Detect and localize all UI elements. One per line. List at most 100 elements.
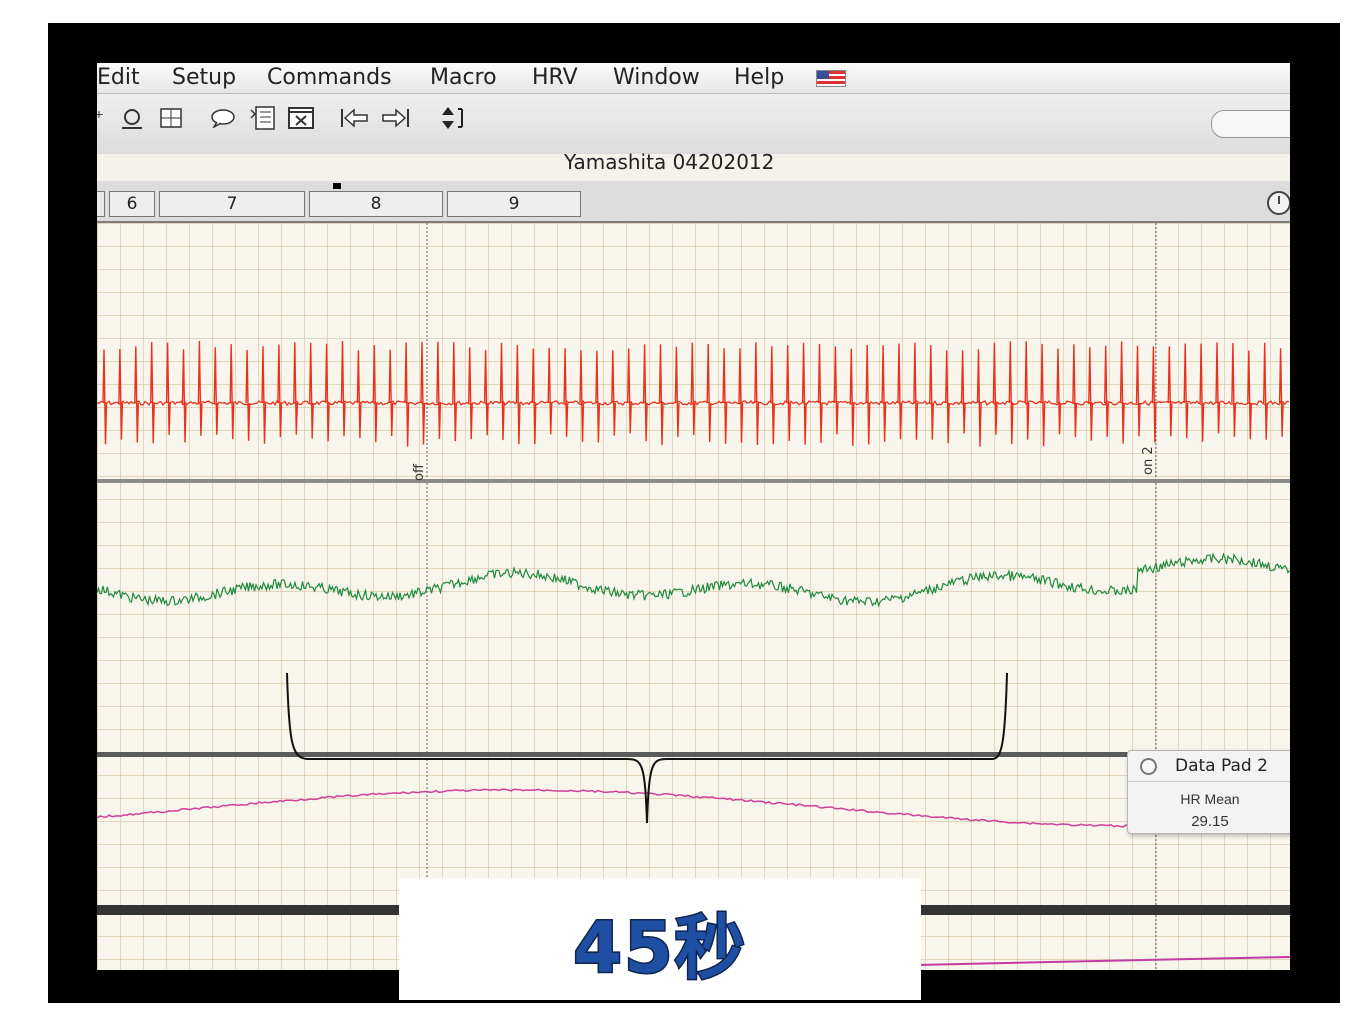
next-icon[interactable] (380, 106, 410, 130)
ecg-beat (1278, 348, 1284, 437)
ecg-beat (1263, 342, 1268, 440)
menu-hrv[interactable]: HRV (532, 65, 578, 90)
ecg-beat (436, 341, 442, 439)
ecg-beat (738, 348, 744, 443)
pad-circle-icon[interactable] (1140, 758, 1157, 775)
ecg-beat (404, 342, 410, 447)
data-table-icon[interactable] (249, 106, 277, 130)
ecg-beat (197, 340, 203, 436)
ecg-beat (229, 344, 235, 440)
menu-window[interactable]: Window (613, 65, 700, 90)
previous-icon[interactable] (340, 106, 370, 130)
comment-off: off (412, 463, 427, 481)
ecg-beat (976, 349, 982, 447)
caption-box: 45秒 (399, 878, 921, 1000)
ecg-beat (483, 350, 489, 436)
data-pad-value: 29.15 (1191, 813, 1229, 830)
ecg-beat (1056, 348, 1062, 435)
flag-icon[interactable] (816, 70, 846, 87)
resp-trace (97, 788, 1289, 828)
tab-8[interactable]: 8 (309, 191, 443, 217)
data-pad[interactable]: Data Pad 2 HR Mean 29.15 (1127, 750, 1290, 834)
ecg-beat (356, 350, 362, 439)
ecg-beat (722, 348, 728, 444)
menu-commands[interactable]: Commands (267, 65, 392, 90)
zoom-icon[interactable] (119, 106, 145, 130)
ecg-beat (324, 343, 330, 442)
tab-9[interactable]: 9 (447, 191, 581, 217)
ecg-beat (627, 348, 632, 434)
data-pad-divider (1128, 781, 1290, 782)
ecg-beat (945, 350, 950, 444)
ecg-beat (277, 344, 283, 438)
ecg-beat (690, 342, 696, 436)
ecg-beat (213, 347, 219, 435)
channel-separator-2 (97, 752, 1290, 757)
ecg-beat (1151, 346, 1157, 443)
grid-icon[interactable] (159, 106, 183, 130)
resp-trace-bottom (916, 956, 1290, 966)
traces-svg: off on 2 (97, 223, 1290, 970)
ecg-beat (1072, 344, 1078, 438)
clock-icon[interactable] (1267, 191, 1290, 215)
ecg-beat (881, 345, 887, 442)
data-pad-title: Data Pad 2 (1175, 756, 1268, 776)
ecg-beat (611, 350, 616, 436)
ecg-beat (1088, 347, 1093, 441)
menu-edit[interactable]: Edit (97, 65, 140, 90)
menu-macro[interactable]: Macro (430, 65, 497, 90)
menu-setup[interactable]: Setup (172, 65, 237, 90)
ecg-beat (261, 346, 267, 444)
toolbar: ⁺ Yamashita 04202012 (97, 94, 1290, 174)
hr-trace (97, 552, 1290, 608)
ecg-beat (420, 341, 426, 445)
chart-plot-area[interactable]: off on 2 Data Pad 2 HR Mean 29.15 (97, 223, 1290, 970)
menu-help[interactable]: Help (734, 65, 785, 90)
search-field[interactable] (1211, 110, 1290, 138)
ecg-beat (134, 346, 139, 443)
ecg-beat (515, 345, 521, 445)
ecg-beat (468, 347, 473, 440)
ecg-beat (960, 350, 966, 434)
ecg-beat (992, 342, 998, 435)
ecg-beat (754, 342, 760, 446)
data-pad-label: HR Mean (1180, 791, 1240, 807)
position-marker (333, 183, 341, 189)
channel-separator-1 (97, 479, 1290, 483)
crosshair-icon[interactable]: ⁺ (97, 107, 105, 129)
ecg-beat (563, 348, 569, 437)
ecg-beat (372, 344, 378, 443)
ecg-beat (1024, 341, 1030, 440)
ecg-beat (293, 342, 298, 435)
ecg-trace-group (97, 340, 1289, 447)
ecg-beat (817, 343, 823, 443)
ecg-beat (150, 341, 155, 444)
ecg-beat (929, 345, 934, 440)
scale-icon[interactable] (440, 106, 466, 130)
tab-partial[interactable] (97, 191, 105, 217)
ecg-beat (1135, 345, 1141, 437)
ecg-beat (786, 345, 791, 441)
tab-6[interactable]: 6 (109, 191, 155, 217)
ecg-beat (706, 343, 712, 443)
comment-icon[interactable] (209, 106, 237, 130)
comment-on2: on 2 (1141, 446, 1156, 475)
ecg-beat (579, 350, 585, 442)
ecg-beat (1119, 341, 1125, 444)
ecg-beat (1247, 350, 1252, 440)
duration-brace (286, 672, 1008, 824)
ecg-beat (897, 343, 903, 440)
ecg-beat (245, 349, 251, 441)
ecg-beat (499, 342, 505, 441)
close-box-icon[interactable] (287, 106, 315, 130)
tab-7[interactable]: 7 (159, 191, 305, 217)
ecg-beat (1231, 343, 1237, 437)
ecg-beat (118, 348, 124, 440)
caption-text: 45秒 (572, 906, 747, 991)
menu-bar: Edit Setup Commands Macro HRV Window Hel… (97, 63, 1290, 94)
ecg-beat (1199, 343, 1205, 442)
ecg-beat (181, 349, 187, 443)
ecg-beat (913, 342, 919, 440)
block-tab-bar: 6 7 8 9 (97, 181, 1290, 223)
ecg-beat (452, 342, 457, 442)
